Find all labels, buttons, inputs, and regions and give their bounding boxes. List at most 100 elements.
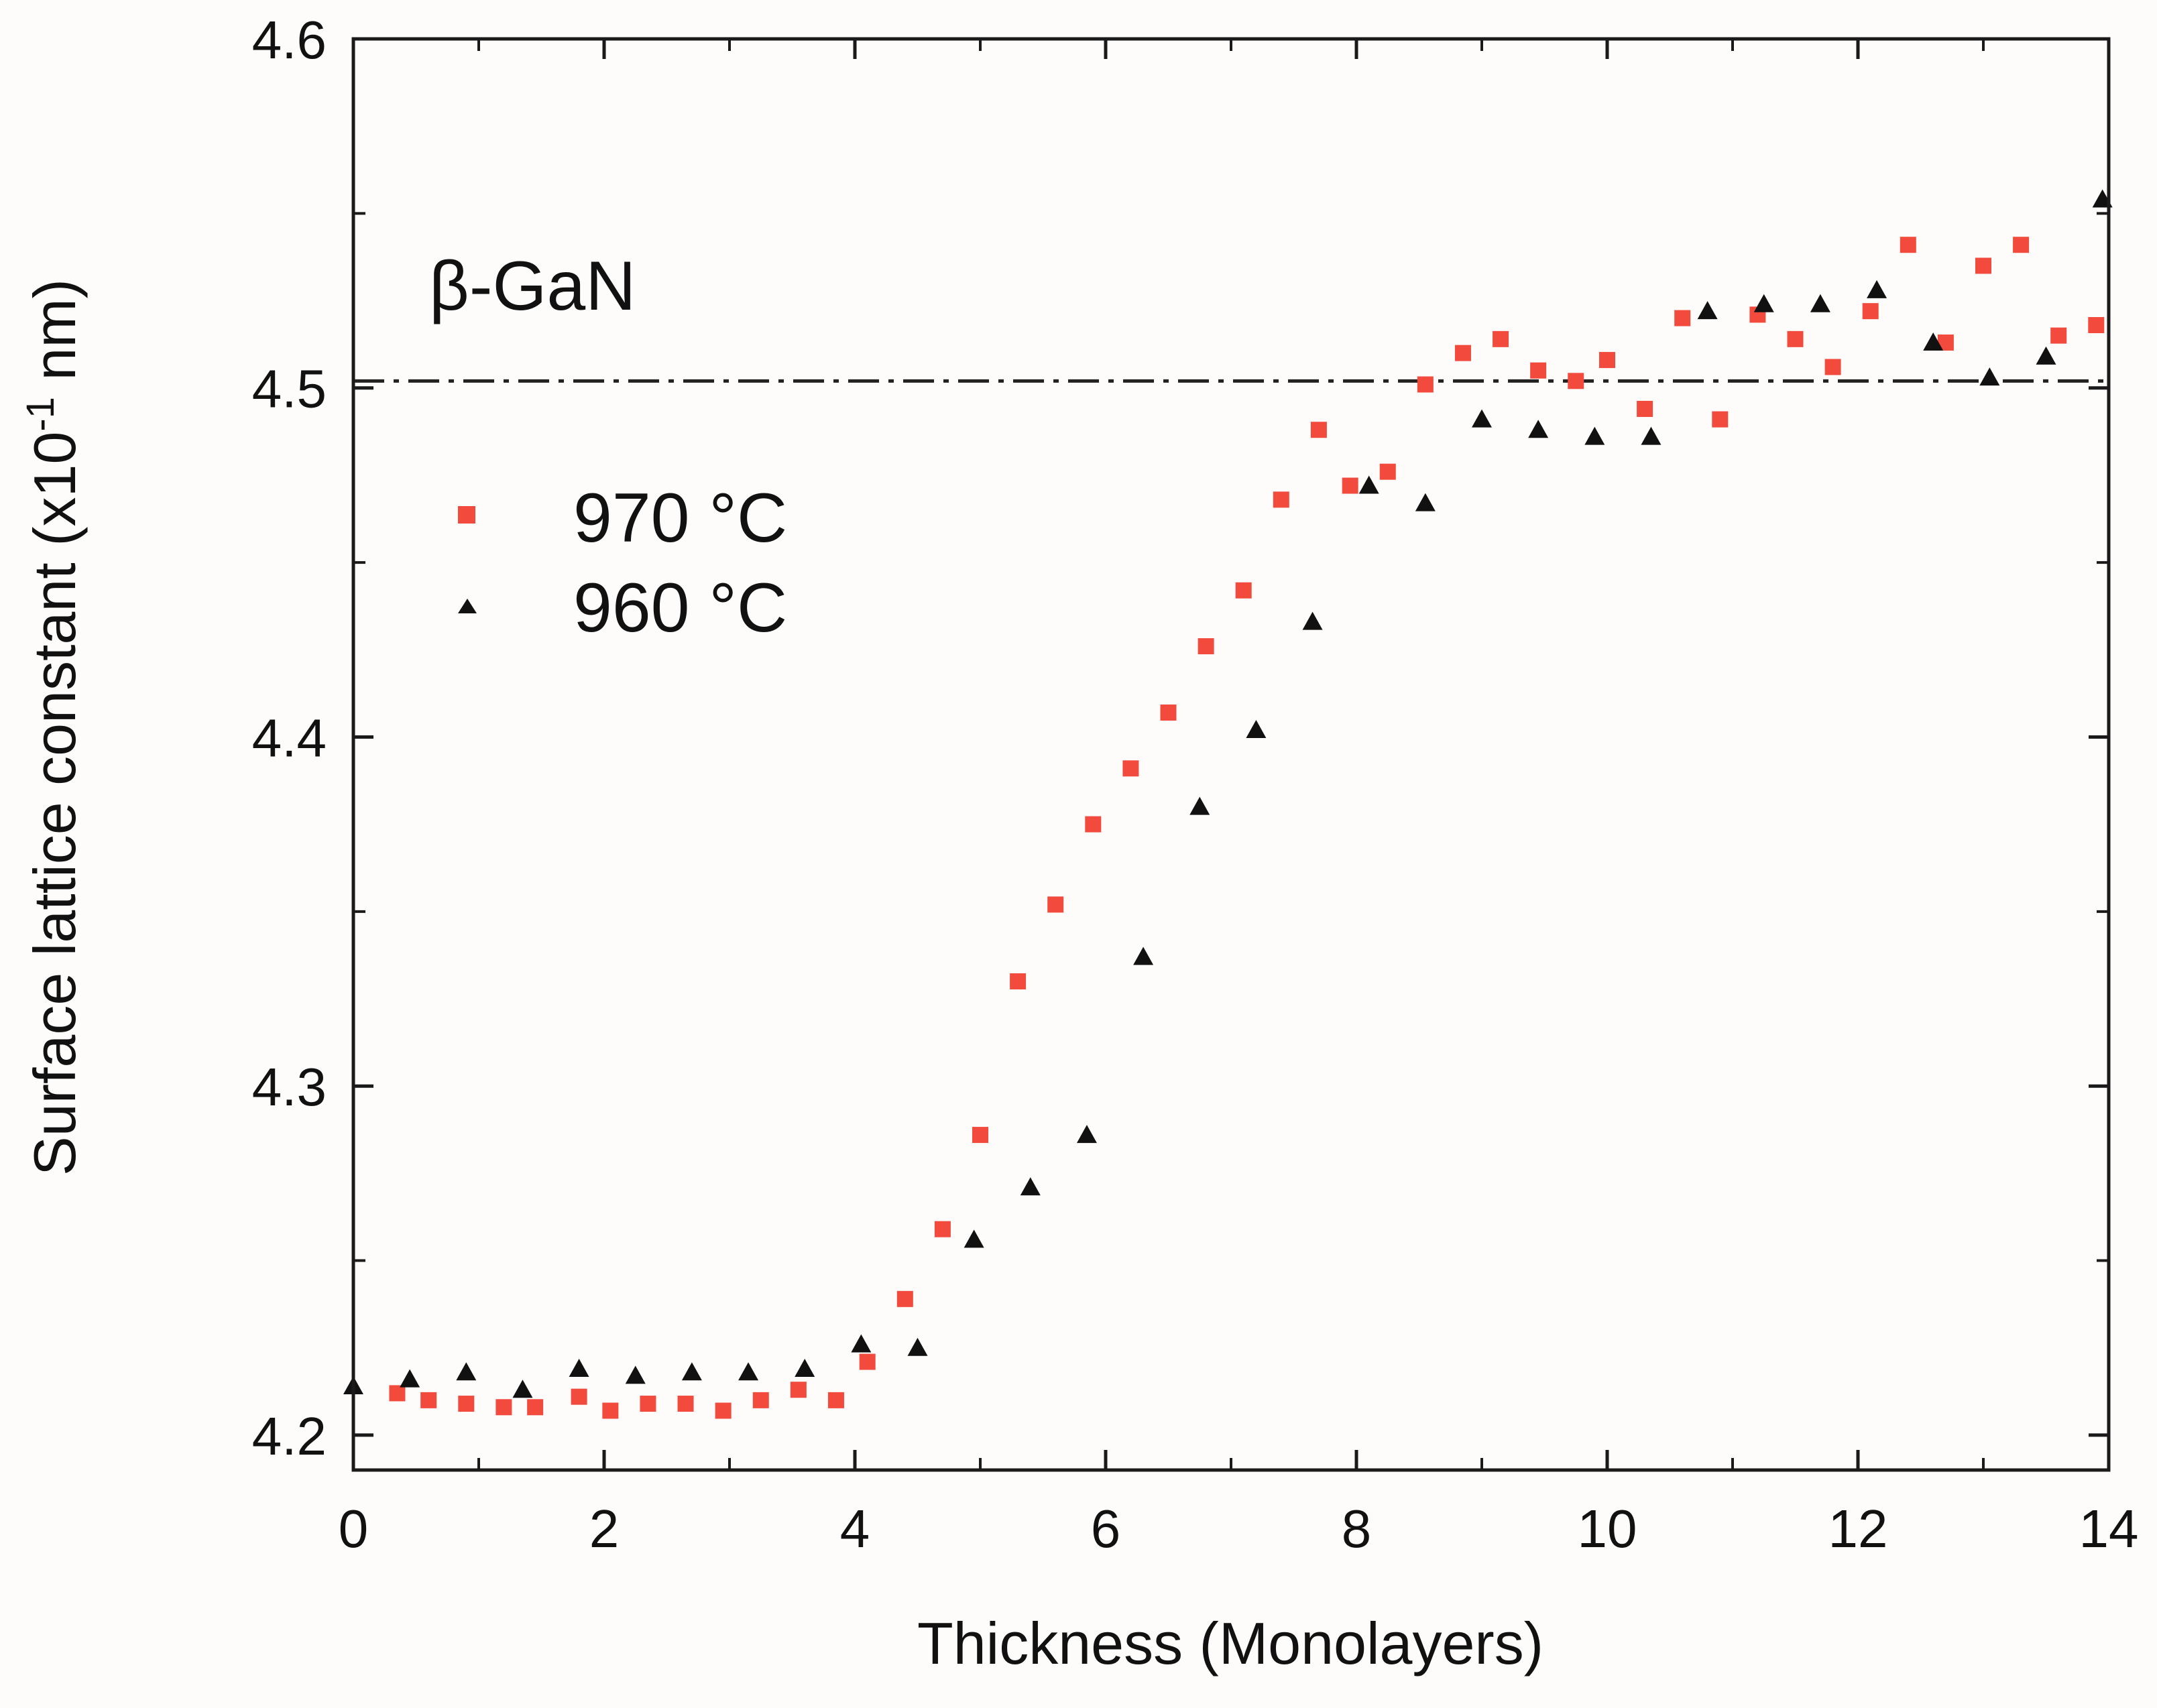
point-970: [2050, 327, 2067, 344]
x-tick-label: 14: [2079, 1499, 2139, 1559]
point-960: [400, 1369, 420, 1388]
point-970: [790, 1382, 807, 1398]
point-960: [1076, 1125, 1097, 1144]
point-970: [1454, 345, 1471, 361]
x-tick-label: 12: [1828, 1499, 1888, 1559]
point-970: [827, 1392, 844, 1408]
x-tick-label: 0: [339, 1499, 369, 1559]
point-970: [1900, 237, 1916, 253]
point-970: [495, 1399, 512, 1416]
axis-ticks-layer: 0 2 4 6 8 10 12 14 4.2 4.3 4.4 4.5 4.6: [252, 10, 2139, 1559]
point-960: [851, 1334, 872, 1353]
point-970: [420, 1392, 437, 1408]
reference-line-label: β-GaN: [429, 247, 636, 325]
point-970: [389, 1385, 406, 1402]
y-tick-label: 4.4: [252, 708, 327, 768]
point-970: [1493, 330, 1509, 347]
point-970: [896, 1290, 913, 1307]
x-axis-title: Thickness (Monolayers): [917, 1610, 1543, 1676]
point-960: [1302, 611, 1323, 630]
point-960: [1246, 720, 1267, 739]
y-axis-title: Surface lattice constant (x10-1 nm): [19, 279, 89, 1176]
y-tick-label: 4.5: [252, 359, 327, 419]
point-970: [458, 1396, 475, 1412]
point-970: [602, 1402, 619, 1419]
point-970: [1530, 362, 1547, 379]
point-970: [1273, 491, 1289, 508]
point-960: [1358, 475, 1379, 494]
point-970: [527, 1399, 544, 1416]
plot-frame: [351, 37, 2111, 1472]
point-960: [1923, 332, 1944, 351]
point-960: [2036, 346, 2056, 365]
x-tick-label: 10: [1578, 1499, 1637, 1559]
point-970: [1379, 463, 1396, 480]
point-970: [2088, 317, 2105, 333]
point-970: [1417, 376, 1434, 393]
point-960: [1697, 301, 1718, 320]
y-axis-title-tail: nm): [21, 279, 88, 397]
point-960: [1472, 409, 1492, 428]
y-tick-label: 4.2: [252, 1406, 327, 1466]
point-970: [677, 1396, 694, 1412]
point-960: [512, 1380, 533, 1398]
point-960: [1867, 280, 1887, 298]
point-960: [907, 1337, 928, 1356]
point-960: [1415, 493, 1436, 511]
point-970: [1599, 352, 1615, 369]
point-970: [1085, 816, 1102, 833]
point-960: [795, 1358, 815, 1377]
point-970: [715, 1402, 732, 1419]
data-points-layer: [343, 189, 2113, 1419]
legend-marker-960: [458, 599, 477, 613]
y-tick-label: 4.6: [252, 10, 327, 70]
point-970: [571, 1388, 587, 1405]
x-tick-label: 4: [840, 1499, 870, 1559]
point-970: [1568, 373, 1584, 389]
point-970: [1235, 582, 1252, 599]
legend-label-970: 970 °C: [573, 479, 787, 557]
point-960: [681, 1362, 702, 1381]
point-960: [1584, 426, 1605, 445]
point-970: [1010, 973, 1027, 989]
x-tick-label: 2: [589, 1499, 620, 1559]
x-tick-label: 8: [1342, 1499, 1372, 1559]
point-970: [1160, 705, 1177, 721]
point-960: [738, 1362, 759, 1381]
point-960: [1641, 426, 1662, 445]
x-tick-label: 6: [1091, 1499, 1121, 1559]
point-970: [1862, 303, 1879, 320]
point-970: [859, 1353, 876, 1370]
point-970: [1310, 422, 1327, 438]
point-960: [1528, 420, 1549, 438]
point-970: [1122, 760, 1139, 777]
point-970: [1712, 411, 1729, 428]
point-960: [1189, 796, 1210, 815]
legend-label-960: 960 °C: [573, 569, 787, 647]
point-960: [1810, 294, 1830, 312]
point-960: [1020, 1177, 1041, 1196]
legend: 970 °C 960 °C: [458, 479, 787, 647]
y-axis-title-main: Surface lattice constant (x10: [21, 432, 88, 1176]
y-tick-label: 4.3: [252, 1057, 327, 1117]
point-970: [934, 1221, 951, 1237]
point-960: [456, 1362, 477, 1381]
point-970: [1787, 330, 1804, 347]
point-970: [1342, 477, 1358, 494]
point-970: [1975, 257, 1991, 274]
point-970: [1824, 359, 1841, 375]
point-960: [1133, 947, 1154, 965]
point-970: [972, 1127, 988, 1144]
point-960: [1979, 367, 2000, 386]
point-970: [2013, 237, 2030, 253]
point-960: [625, 1365, 646, 1384]
point-970: [752, 1392, 769, 1408]
point-960: [964, 1229, 984, 1248]
point-970: [1198, 638, 1214, 655]
legend-marker-970: [458, 506, 475, 524]
point-970: [1674, 310, 1691, 326]
point-970: [640, 1396, 656, 1412]
point-970: [1637, 400, 1653, 417]
